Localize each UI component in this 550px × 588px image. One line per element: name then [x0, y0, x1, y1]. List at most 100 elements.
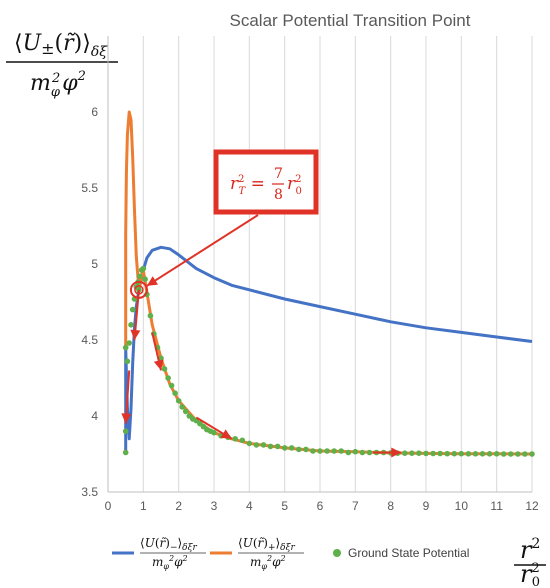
ground-state-point — [168, 382, 175, 389]
ground-state-point — [274, 443, 281, 450]
ground-state-point — [359, 449, 366, 456]
x-tick-label: 11 — [490, 499, 503, 513]
series-line-plus — [124, 110, 533, 456]
ground-state-point — [515, 451, 521, 457]
callout-formula: r2 T = — [230, 174, 265, 197]
transition-point-marker — [129, 280, 148, 299]
x-tick-label: 5 — [281, 499, 288, 513]
flow-arrow-head — [220, 429, 232, 439]
legend-swatch-ground — [333, 549, 341, 557]
flow-arrow-head — [130, 329, 141, 340]
callout-pointer-arrow — [146, 214, 259, 287]
legend-label-ground: Ground State Potential — [348, 546, 469, 560]
grid — [142, 36, 533, 492]
series-layer — [124, 110, 533, 456]
ground-state-point — [472, 451, 479, 457]
ground-state-point — [129, 306, 136, 313]
ground-state-point — [402, 450, 408, 457]
ground-state-point — [137, 273, 143, 280]
ground-state-point — [288, 445, 295, 451]
y-tick-label: 3.5 — [81, 485, 98, 499]
ground-state-point — [172, 390, 178, 397]
ground-state-point — [338, 448, 345, 454]
svg-text:8: 8 — [274, 187, 283, 203]
ground-state-point — [324, 448, 330, 454]
ground-state-point — [430, 450, 436, 457]
axes — [107, 36, 532, 493]
ground-state-point — [493, 451, 500, 457]
callout-pointer-arrow-head — [146, 276, 159, 286]
ground-state-point — [529, 451, 535, 457]
ground-state-points — [122, 265, 535, 457]
x-tick-label: 8 — [387, 499, 394, 513]
x-tick-label: 7 — [352, 499, 359, 513]
ground-state-point — [161, 366, 168, 372]
ground-state-point — [147, 312, 154, 319]
x-tick-label: 2 — [175, 499, 182, 513]
ground-state-point — [479, 451, 486, 457]
y-label-numerator: ⟨U±(r̃)⟩δξ — [14, 31, 108, 60]
ground-state-point — [179, 404, 185, 410]
transition-point-inner — [134, 285, 144, 295]
ground-state-point — [345, 449, 352, 456]
ground-state-point — [508, 451, 514, 457]
x-tick-label: 6 — [317, 499, 324, 513]
x-tick-label: 3 — [211, 499, 218, 513]
ground-state-point — [465, 451, 472, 457]
x-axis-label: r2 r2 0 — [514, 536, 546, 588]
ground-state-point — [140, 265, 147, 272]
ground-state-point — [437, 450, 443, 457]
ground-state-point — [409, 450, 415, 457]
ground-state-point — [522, 451, 528, 457]
y-label-denominator: mφ2φ2 — [30, 69, 86, 100]
ground-state-point — [128, 322, 134, 328]
ground-state-point — [158, 355, 164, 362]
ground-state-point — [317, 448, 323, 454]
x-label-denominator: r2 0 — [520, 560, 540, 588]
ground-state-point — [310, 448, 316, 454]
transition-callout: r2 T = 7 8 r2 0 — [213, 149, 319, 215]
ground-state-point — [500, 451, 507, 457]
ground-state-point — [122, 449, 129, 456]
ground-state-point — [267, 443, 274, 450]
legend: ⟨U(r̃)−⟩δξr mφ2φ2 ⟨U(r̃)+⟩δξr mφ2φ2 Grou… — [112, 536, 469, 571]
y-tick-label: 4.5 — [81, 333, 98, 347]
ground-state-point — [232, 436, 238, 442]
ground-state-point — [122, 428, 129, 435]
y-tick-label: 4 — [91, 409, 98, 423]
x-tick-label: 10 — [455, 499, 469, 513]
tick-labels: 0 1 2 3 4 5 6 7 8 9 10 11 123.544.555.56 — [81, 105, 539, 513]
annotation-arrows — [121, 214, 402, 458]
ground-state-point — [246, 440, 253, 447]
ground-state-point — [165, 375, 171, 381]
ground-state-point — [331, 448, 337, 454]
flow-arrow-head — [391, 447, 402, 458]
ground-state-point — [182, 408, 189, 415]
flow-arrow-head — [153, 359, 164, 371]
x-tick-label: 4 — [246, 499, 253, 513]
svg-text:7: 7 — [274, 166, 283, 182]
series-line-minus — [124, 245, 533, 453]
ground-state-point — [458, 450, 465, 457]
ground-state-point — [126, 340, 132, 346]
x-tick-label: 1 — [140, 499, 147, 513]
y-axis-label: ⟨U±(r̃)⟩δξ mφ2φ2 — [6, 31, 118, 100]
ground-state-point — [260, 442, 267, 448]
ground-state-point — [124, 358, 131, 365]
legend-label-plus: ⟨U(r̃)+⟩δξr — [238, 536, 296, 553]
ground-state-point — [175, 398, 182, 404]
ground-state-point — [444, 450, 451, 457]
ground-state-point — [352, 448, 359, 455]
ground-state-point — [281, 445, 288, 451]
ground-state-point — [211, 429, 217, 436]
y-tick-label: 5.5 — [81, 181, 98, 195]
chart-title: Scalar Potential Transition Point — [230, 11, 471, 30]
ground-state-point — [486, 451, 493, 457]
ground-state-point — [122, 344, 129, 351]
x-tick-label: 0 — [105, 499, 112, 513]
svg-text:mφ2φ2: mφ2φ2 — [250, 554, 286, 571]
ground-state-point — [416, 450, 422, 457]
y-tick-label: 6 — [91, 105, 98, 119]
